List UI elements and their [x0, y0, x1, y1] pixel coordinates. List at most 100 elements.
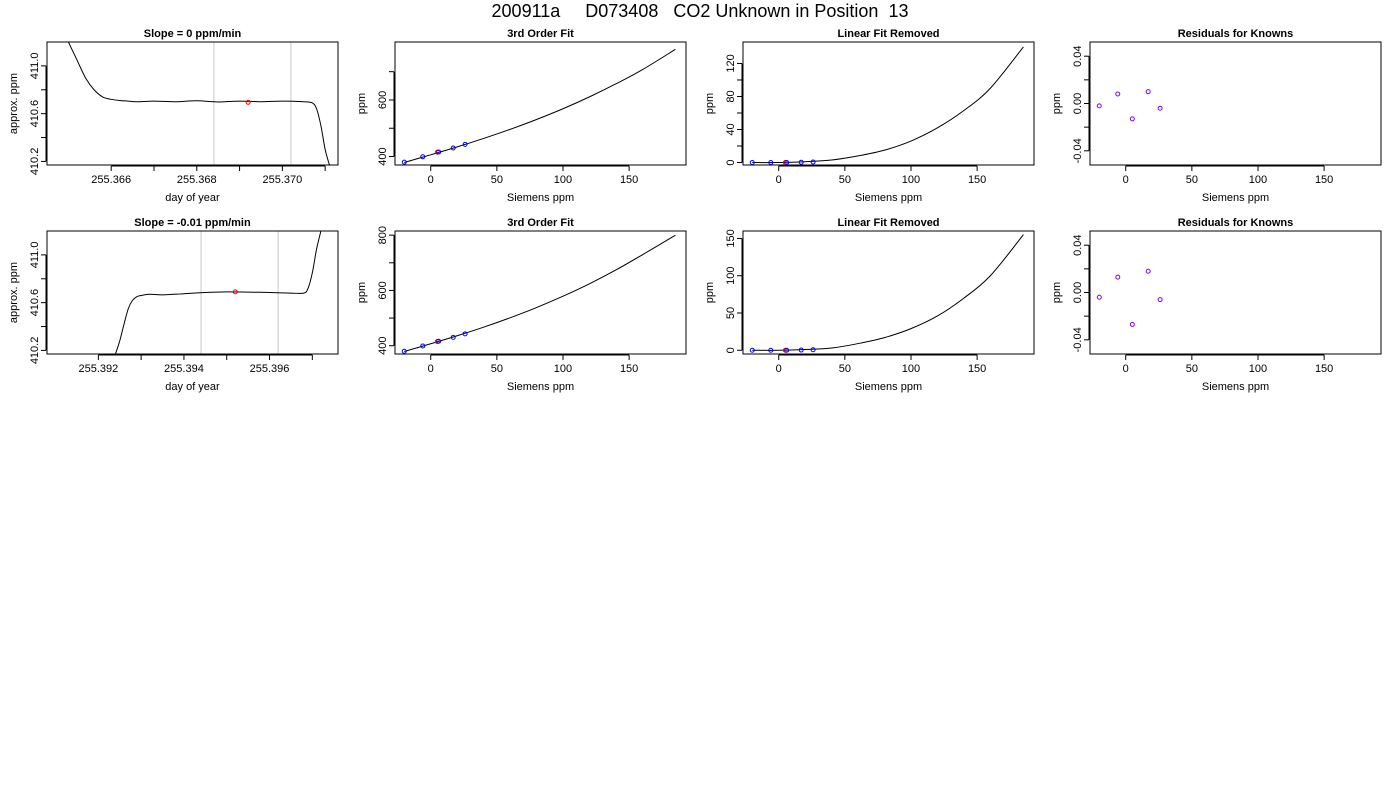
data-point	[401, 348, 407, 354]
data-layer	[749, 234, 1024, 353]
chart-title: 3rd Order Fit	[507, 28, 574, 40]
data-point	[1129, 321, 1135, 327]
chart-panel: Residuals for Knowns 0 50 100 150 Siemens ppm…	[1051, 217, 1382, 393]
x-tick-label: 100	[902, 363, 920, 375]
plot-frame	[742, 230, 1035, 355]
chart-panel: Linear Fit Removed 0 50 100 150 Siemens ppm 0 4…	[704, 28, 1035, 204]
x-tick-label: 50	[491, 174, 503, 186]
x-tick-label: 150	[1315, 174, 1333, 186]
x-tick-label: 0	[428, 174, 434, 186]
x-axis-label: Siemens ppm	[1202, 192, 1269, 204]
y-axis-label: ppm	[1051, 93, 1063, 114]
data-point	[420, 154, 426, 160]
data-point	[784, 160, 790, 165]
data-point	[245, 99, 251, 105]
chart-panel: Slope = 0 ppm/min 255.366 255.368 255.370 da…	[8, 28, 339, 204]
y-axis-label: ppm	[356, 282, 368, 303]
data-point	[436, 338, 442, 344]
data-point	[798, 347, 804, 353]
chart-title: Residuals for Knowns	[1178, 28, 1294, 40]
y-tick-label: 0.00	[1072, 282, 1084, 303]
x-tick-label: 255.368	[177, 174, 217, 186]
y-tick-label: -0.04	[1072, 138, 1084, 163]
y-tick-label: 100	[725, 267, 737, 285]
y-tick-label: 411.0	[29, 53, 41, 80]
x-axis-label: day of year	[165, 381, 220, 393]
data-point	[1129, 116, 1135, 122]
x-tick-label: 150	[620, 174, 638, 186]
chart-panel: 3rd Order Fit 0 50 100 150 Siemens ppm 400 600 8…	[356, 217, 687, 393]
data-point	[1096, 294, 1102, 300]
y-tick-label: 50	[725, 307, 737, 319]
x-tick-label: 100	[554, 174, 572, 186]
y-tick-label: -0.04	[1072, 327, 1084, 352]
y-tick-label: 800	[377, 226, 389, 244]
series-line	[752, 234, 1024, 351]
data-layer	[401, 234, 676, 354]
chart-title: Residuals for Knowns	[1178, 217, 1294, 229]
y-tick-label: 400	[377, 337, 389, 355]
x-tick-label: 0	[776, 363, 782, 375]
series-line	[404, 234, 676, 352]
data-point	[462, 141, 468, 147]
x-tick-label: 255.370	[262, 174, 302, 186]
x-tick-label: 50	[839, 363, 851, 375]
x-tick-label: 0	[428, 363, 434, 375]
data-point	[401, 159, 407, 165]
y-tick-label: 0.04	[1072, 234, 1084, 255]
x-tick-label: 100	[902, 174, 920, 186]
data-layer	[114, 231, 322, 354]
x-tick-label: 100	[554, 363, 572, 375]
x-tick-label: 150	[968, 363, 986, 375]
data-point	[1157, 297, 1163, 303]
chart-title: Slope = -0.01 ppm/min	[134, 217, 251, 229]
plot-frame	[394, 41, 687, 166]
data-point	[1157, 105, 1163, 111]
data-point	[810, 159, 816, 165]
series-line	[404, 48, 676, 163]
y-tick-label: 120	[725, 54, 737, 72]
data-point	[420, 343, 426, 349]
x-tick-label: 50	[1186, 363, 1198, 375]
y-axis-label: ppm	[1051, 282, 1063, 303]
y-tick-label: 40	[725, 123, 737, 135]
data-point	[1096, 103, 1102, 109]
x-tick-label: 50	[1186, 174, 1198, 186]
data-point	[749, 347, 755, 353]
y-tick-label: 150	[725, 229, 737, 247]
plot-frame	[46, 230, 339, 355]
y-tick-label: 411.0	[29, 242, 41, 269]
x-tick-label: 50	[491, 363, 503, 375]
x-axis-label: Siemens ppm	[855, 192, 922, 204]
data-point	[1115, 274, 1121, 280]
x-tick-label: 255.392	[78, 363, 118, 375]
data-layer	[401, 48, 676, 165]
x-tick-label: 0	[776, 174, 782, 186]
x-tick-label: 255.394	[164, 363, 204, 375]
x-tick-label: 100	[1249, 174, 1267, 186]
chart-panel: 3rd Order Fit 0 50 100 150 Siemens ppm 400 600 p…	[356, 28, 687, 204]
data-point	[462, 331, 468, 337]
y-axis-label: approx. ppm	[8, 73, 20, 134]
y-axis-label: ppm	[704, 93, 716, 114]
y-tick-label: 410.2	[29, 148, 41, 176]
y-tick-label: 0.04	[1072, 45, 1084, 66]
y-tick-label: 0	[725, 159, 737, 165]
x-tick-label: 255.396	[250, 363, 290, 375]
x-axis-label: Siemens ppm	[507, 381, 574, 393]
y-tick-label: 400	[377, 147, 389, 165]
x-tick-label: 150	[1315, 363, 1333, 375]
data-layer	[67, 42, 330, 165]
series-line	[114, 231, 322, 354]
x-tick-label: 150	[968, 174, 986, 186]
x-tick-label: 150	[620, 363, 638, 375]
plot-frame	[1089, 41, 1382, 166]
data-point	[768, 160, 774, 165]
chart-panel: Slope = -0.01 ppm/min 255.392 255.394 255.3…	[8, 217, 339, 393]
x-tick-label: 100	[1249, 363, 1267, 375]
data-point	[232, 289, 238, 295]
plot-frame	[1089, 230, 1382, 355]
data-point	[784, 347, 790, 353]
data-point	[768, 347, 774, 353]
